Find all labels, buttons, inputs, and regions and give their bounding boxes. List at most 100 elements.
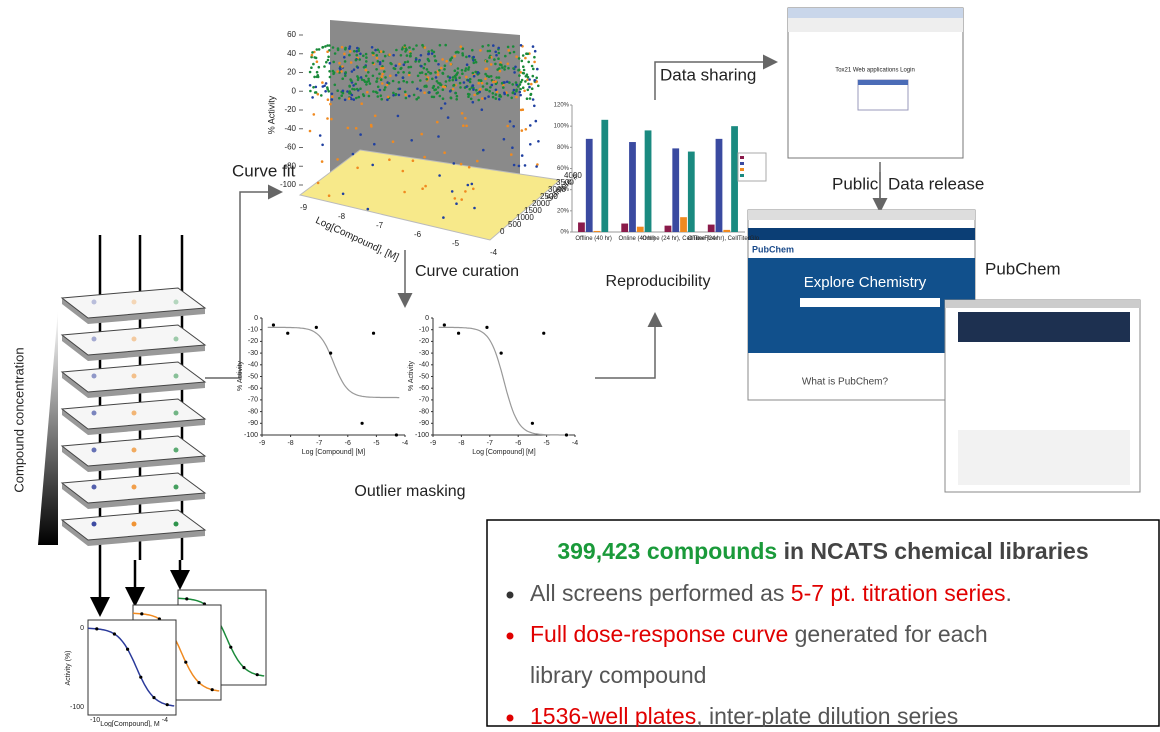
scatter-dot xyxy=(336,89,339,92)
scatter-dot xyxy=(419,79,422,82)
tick-label: -4 xyxy=(490,248,498,257)
scatter-dot xyxy=(437,63,440,66)
data-point xyxy=(372,332,375,335)
scatter-dot xyxy=(467,68,470,71)
well xyxy=(174,374,179,379)
scatter-dot xyxy=(522,54,525,57)
scatter-dot xyxy=(532,75,535,78)
scatter-dot xyxy=(398,63,401,66)
scatter-dot xyxy=(464,190,467,193)
text-run: All screens performed as xyxy=(530,580,791,606)
scatter-dot xyxy=(401,48,404,51)
scatter-dot xyxy=(459,86,462,89)
scatter-dot xyxy=(348,97,351,100)
tick-label: -100 xyxy=(244,432,258,439)
scatter-dot xyxy=(352,153,355,156)
scatter-dot xyxy=(326,50,329,53)
well xyxy=(92,300,97,305)
scatter-dot xyxy=(344,47,347,50)
scatter-dot xyxy=(334,52,337,55)
tick-label: -50 xyxy=(419,373,429,380)
tick-label: -80 xyxy=(284,161,296,170)
scatter-dot xyxy=(466,63,469,66)
scatter-dot xyxy=(530,83,533,86)
legend-swatch xyxy=(740,156,744,159)
scatter-dot xyxy=(315,86,318,89)
scatter-dot xyxy=(472,101,475,104)
scatter-dot xyxy=(523,90,526,93)
scatter-dot xyxy=(457,67,460,70)
scatter-dot xyxy=(524,80,527,83)
scatter-dot xyxy=(336,70,339,73)
scatter-dot xyxy=(528,78,531,81)
tick-label: 0 xyxy=(254,315,258,322)
scatter-dot xyxy=(498,76,501,79)
tick-label: 0 xyxy=(292,86,297,95)
scatter-dot xyxy=(488,90,491,93)
scatter-dot xyxy=(383,89,386,92)
data-point xyxy=(95,627,98,630)
scatter-dot xyxy=(344,99,347,102)
scatter-dot xyxy=(459,82,462,85)
tick-label: -100 xyxy=(415,432,429,439)
scatter-dot xyxy=(513,71,516,74)
scatter-dot xyxy=(495,89,498,92)
scatter-dot xyxy=(518,69,521,72)
label: % Activity xyxy=(266,95,276,134)
scatter-dot xyxy=(495,54,498,57)
scatter-dot xyxy=(463,81,466,84)
text-run: 1536-well plates xyxy=(530,703,696,727)
scatter-dot xyxy=(444,86,447,89)
arrow xyxy=(205,192,280,378)
scatter-dot xyxy=(520,44,523,47)
label: What is PubChem? xyxy=(802,377,889,388)
scatter-dot xyxy=(453,162,456,165)
scatter-dot xyxy=(424,63,427,66)
scatter-dot xyxy=(311,51,314,54)
scatter-dot xyxy=(468,88,471,91)
scatter-dot xyxy=(421,187,424,190)
scatter-dot xyxy=(495,97,498,100)
bar xyxy=(586,139,593,232)
scatter-dot xyxy=(410,66,413,69)
scatter-dot xyxy=(377,49,380,52)
scatter-dot xyxy=(320,94,323,97)
scatter-dot xyxy=(384,55,387,58)
tick-label: -90 xyxy=(419,420,429,427)
scatter-dot xyxy=(529,143,532,146)
label: Outlier masking xyxy=(354,483,465,500)
scatter-dot xyxy=(402,71,405,74)
scatter-dot xyxy=(316,71,319,74)
well xyxy=(92,411,97,416)
scatter-dot xyxy=(507,46,510,49)
data-point xyxy=(361,422,364,425)
scatter-dot xyxy=(424,185,427,188)
tick-label: 60 xyxy=(287,30,296,39)
scatter-dot xyxy=(458,76,461,79)
scatter-dot xyxy=(456,95,459,98)
scatter-dot xyxy=(468,93,471,96)
scatter-dot xyxy=(518,165,521,168)
scatter-dot xyxy=(431,78,434,81)
scatter-dot xyxy=(490,63,493,66)
scatter-dot xyxy=(501,66,504,69)
scatter-dot xyxy=(465,86,468,89)
scatter-dot xyxy=(362,93,365,96)
scatter-dot xyxy=(409,55,412,58)
scatter-dot xyxy=(321,144,324,147)
scatter-dot xyxy=(388,82,391,85)
tick-label: -5 xyxy=(373,440,379,447)
scatter-dot xyxy=(442,216,445,219)
scatter-dot xyxy=(375,91,378,94)
scatter-dot xyxy=(492,44,495,47)
scatter-dot xyxy=(454,69,457,72)
scatter-dot xyxy=(353,50,356,53)
scatter-dot xyxy=(536,68,539,71)
scatter-dot xyxy=(372,52,375,55)
scatter-dot xyxy=(384,76,387,79)
data-point xyxy=(185,597,188,600)
scatter-dot xyxy=(500,64,503,67)
scatter-dot xyxy=(511,83,514,86)
data-point xyxy=(184,661,187,664)
scatter-dot xyxy=(515,96,518,99)
